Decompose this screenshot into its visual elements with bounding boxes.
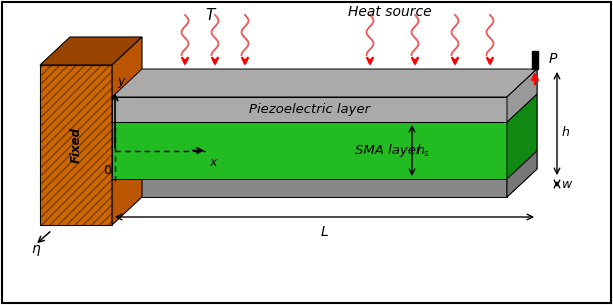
Polygon shape bbox=[112, 69, 537, 97]
Text: $h_s$: $h_s$ bbox=[416, 142, 430, 159]
Text: 0: 0 bbox=[103, 164, 111, 178]
Bar bbox=[532, 51, 538, 69]
Polygon shape bbox=[112, 37, 142, 225]
Text: L: L bbox=[321, 225, 329, 239]
Text: Heat source: Heat source bbox=[348, 5, 432, 19]
Text: T: T bbox=[205, 8, 215, 23]
Text: x: x bbox=[209, 156, 216, 168]
Text: SMA layer: SMA layer bbox=[356, 144, 422, 157]
Text: Fixed: Fixed bbox=[69, 127, 83, 163]
Text: h: h bbox=[562, 127, 570, 139]
Polygon shape bbox=[507, 69, 537, 197]
Text: Piezoelectric layer: Piezoelectric layer bbox=[249, 103, 370, 116]
Polygon shape bbox=[507, 94, 537, 179]
Polygon shape bbox=[507, 151, 537, 197]
Text: P: P bbox=[549, 52, 557, 66]
Polygon shape bbox=[112, 97, 507, 122]
Text: y: y bbox=[117, 74, 124, 88]
Text: η: η bbox=[31, 242, 40, 256]
Polygon shape bbox=[40, 37, 142, 65]
Polygon shape bbox=[507, 69, 537, 122]
Polygon shape bbox=[40, 65, 112, 225]
Text: w: w bbox=[562, 178, 573, 191]
Polygon shape bbox=[112, 122, 507, 179]
Polygon shape bbox=[112, 97, 507, 197]
